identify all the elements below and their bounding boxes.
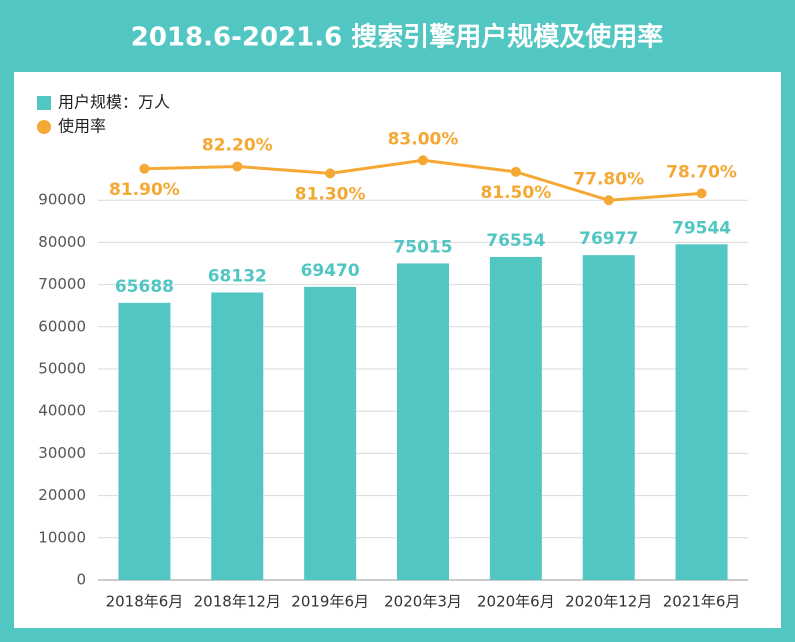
rate-label: 81.30% [295, 184, 366, 204]
chart-title: 2018.6-2021.6 搜索引擎用户规模及使用率 [131, 22, 664, 53]
bar-value-label: 76554 [486, 231, 545, 251]
y-tick-label: 10000 [38, 528, 86, 546]
x-tick-label: 2019年6月 [291, 593, 369, 611]
rate-point [418, 155, 428, 166]
rate-label: 81.50% [480, 183, 551, 203]
rate-label: 81.90% [109, 180, 180, 200]
rate-point [139, 163, 150, 174]
x-tick-label: 2020年6月 [477, 593, 555, 611]
rate-point [696, 188, 707, 199]
legend-label: 使用率 [58, 117, 106, 136]
legend-swatch [37, 120, 51, 134]
bar-value-label: 65688 [115, 277, 174, 297]
bar [397, 263, 449, 580]
legend-swatch [37, 96, 51, 110]
bar [118, 302, 171, 580]
rate-label: 83.00% [388, 129, 459, 149]
rate-point [325, 168, 336, 179]
bar [582, 255, 635, 581]
bar-value-label: 68132 [208, 266, 267, 286]
x-tick-label: 2018年6月 [106, 593, 184, 611]
y-tick-label: 60000 [38, 317, 86, 335]
rate-point [232, 161, 243, 172]
bar-value-label: 69470 [301, 261, 360, 281]
y-tick-label: 30000 [38, 444, 86, 462]
rate-label: 82.20% [202, 135, 273, 155]
bar [489, 256, 542, 580]
y-tick-label: 70000 [38, 275, 86, 293]
bar [211, 292, 264, 580]
x-tick-label: 2021年6月 [663, 593, 741, 611]
rate-point [510, 166, 521, 177]
y-tick-label: 0 [76, 571, 86, 589]
rate-point [603, 195, 614, 206]
legend-label: 用户规模：万人 [58, 93, 170, 112]
bar-value-label: 75015 [393, 237, 452, 257]
x-tick-label: 2020年12月 [565, 593, 652, 611]
x-tick-label: 2018年12月 [194, 593, 281, 611]
rate-label: 77.80% [573, 169, 644, 189]
bar [675, 244, 728, 580]
y-tick-label: 50000 [38, 360, 86, 378]
bar-value-label: 76977 [579, 229, 638, 249]
bar-value-label: 79544 [672, 218, 731, 238]
bar [304, 286, 357, 580]
y-tick-label: 90000 [38, 191, 86, 209]
y-tick-label: 40000 [38, 402, 86, 420]
x-tick-label: 2020年3月 [384, 593, 462, 611]
y-tick-label: 80000 [38, 233, 86, 251]
y-tick-label: 20000 [38, 486, 86, 504]
rate-label: 78.70% [666, 162, 737, 182]
